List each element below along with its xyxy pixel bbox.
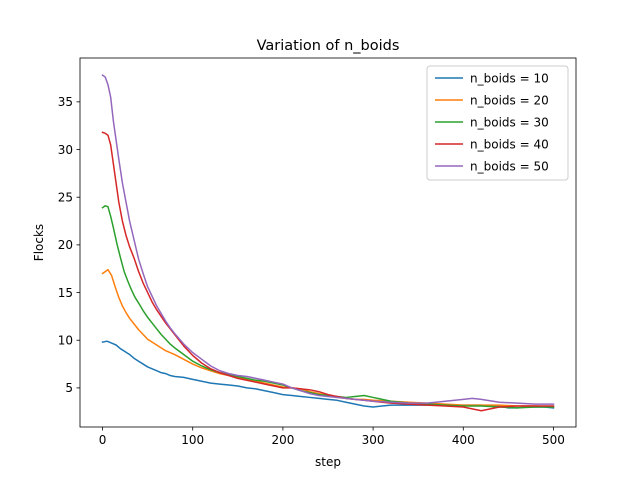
chart-title: Variation of n_boids [257,38,400,54]
legend-label-4: n_boids = 40 [470,137,549,151]
x-tick-label: 400 [452,433,475,447]
y-tick-label: 25 [58,191,73,205]
legend: n_boids = 10 n_boids = 20 n_boids = 30 n_bo… [426,65,569,181]
y-tick-label: 5 [65,381,73,395]
x-tick-label: 500 [542,433,565,447]
series-line-2 [101,268,555,408]
y-tick-label: 35 [58,95,73,109]
x-tick-label: 100 [181,433,204,447]
y-tick-label: 20 [58,238,73,252]
x-axis-label: step [315,455,341,469]
y-axis-ticks: 5 10 15 20 25 30 35 [58,95,80,395]
x-axis-ticks: 0 100 200 300 400 500 [99,427,565,447]
x-tick-label: 300 [362,433,385,447]
legend-label-1: n_boids = 10 [470,71,549,85]
legend-label-5: n_boids = 50 [470,159,549,173]
legend-label-2: n_boids = 20 [470,93,549,107]
y-tick-label: 10 [58,334,73,348]
series-line-4 [101,131,555,412]
plot-frame [79,57,577,428]
plot-lines [101,74,555,412]
y-tick-label: 15 [58,286,73,300]
y-tick-label: 30 [58,143,73,157]
legend-box [426,65,569,181]
x-tick-label: 200 [271,433,294,447]
series-line-5 [101,74,555,405]
y-axis-label: Flocks [32,224,46,261]
x-tick-label: 0 [99,433,107,447]
legend-label-3: n_boids = 30 [470,115,549,129]
